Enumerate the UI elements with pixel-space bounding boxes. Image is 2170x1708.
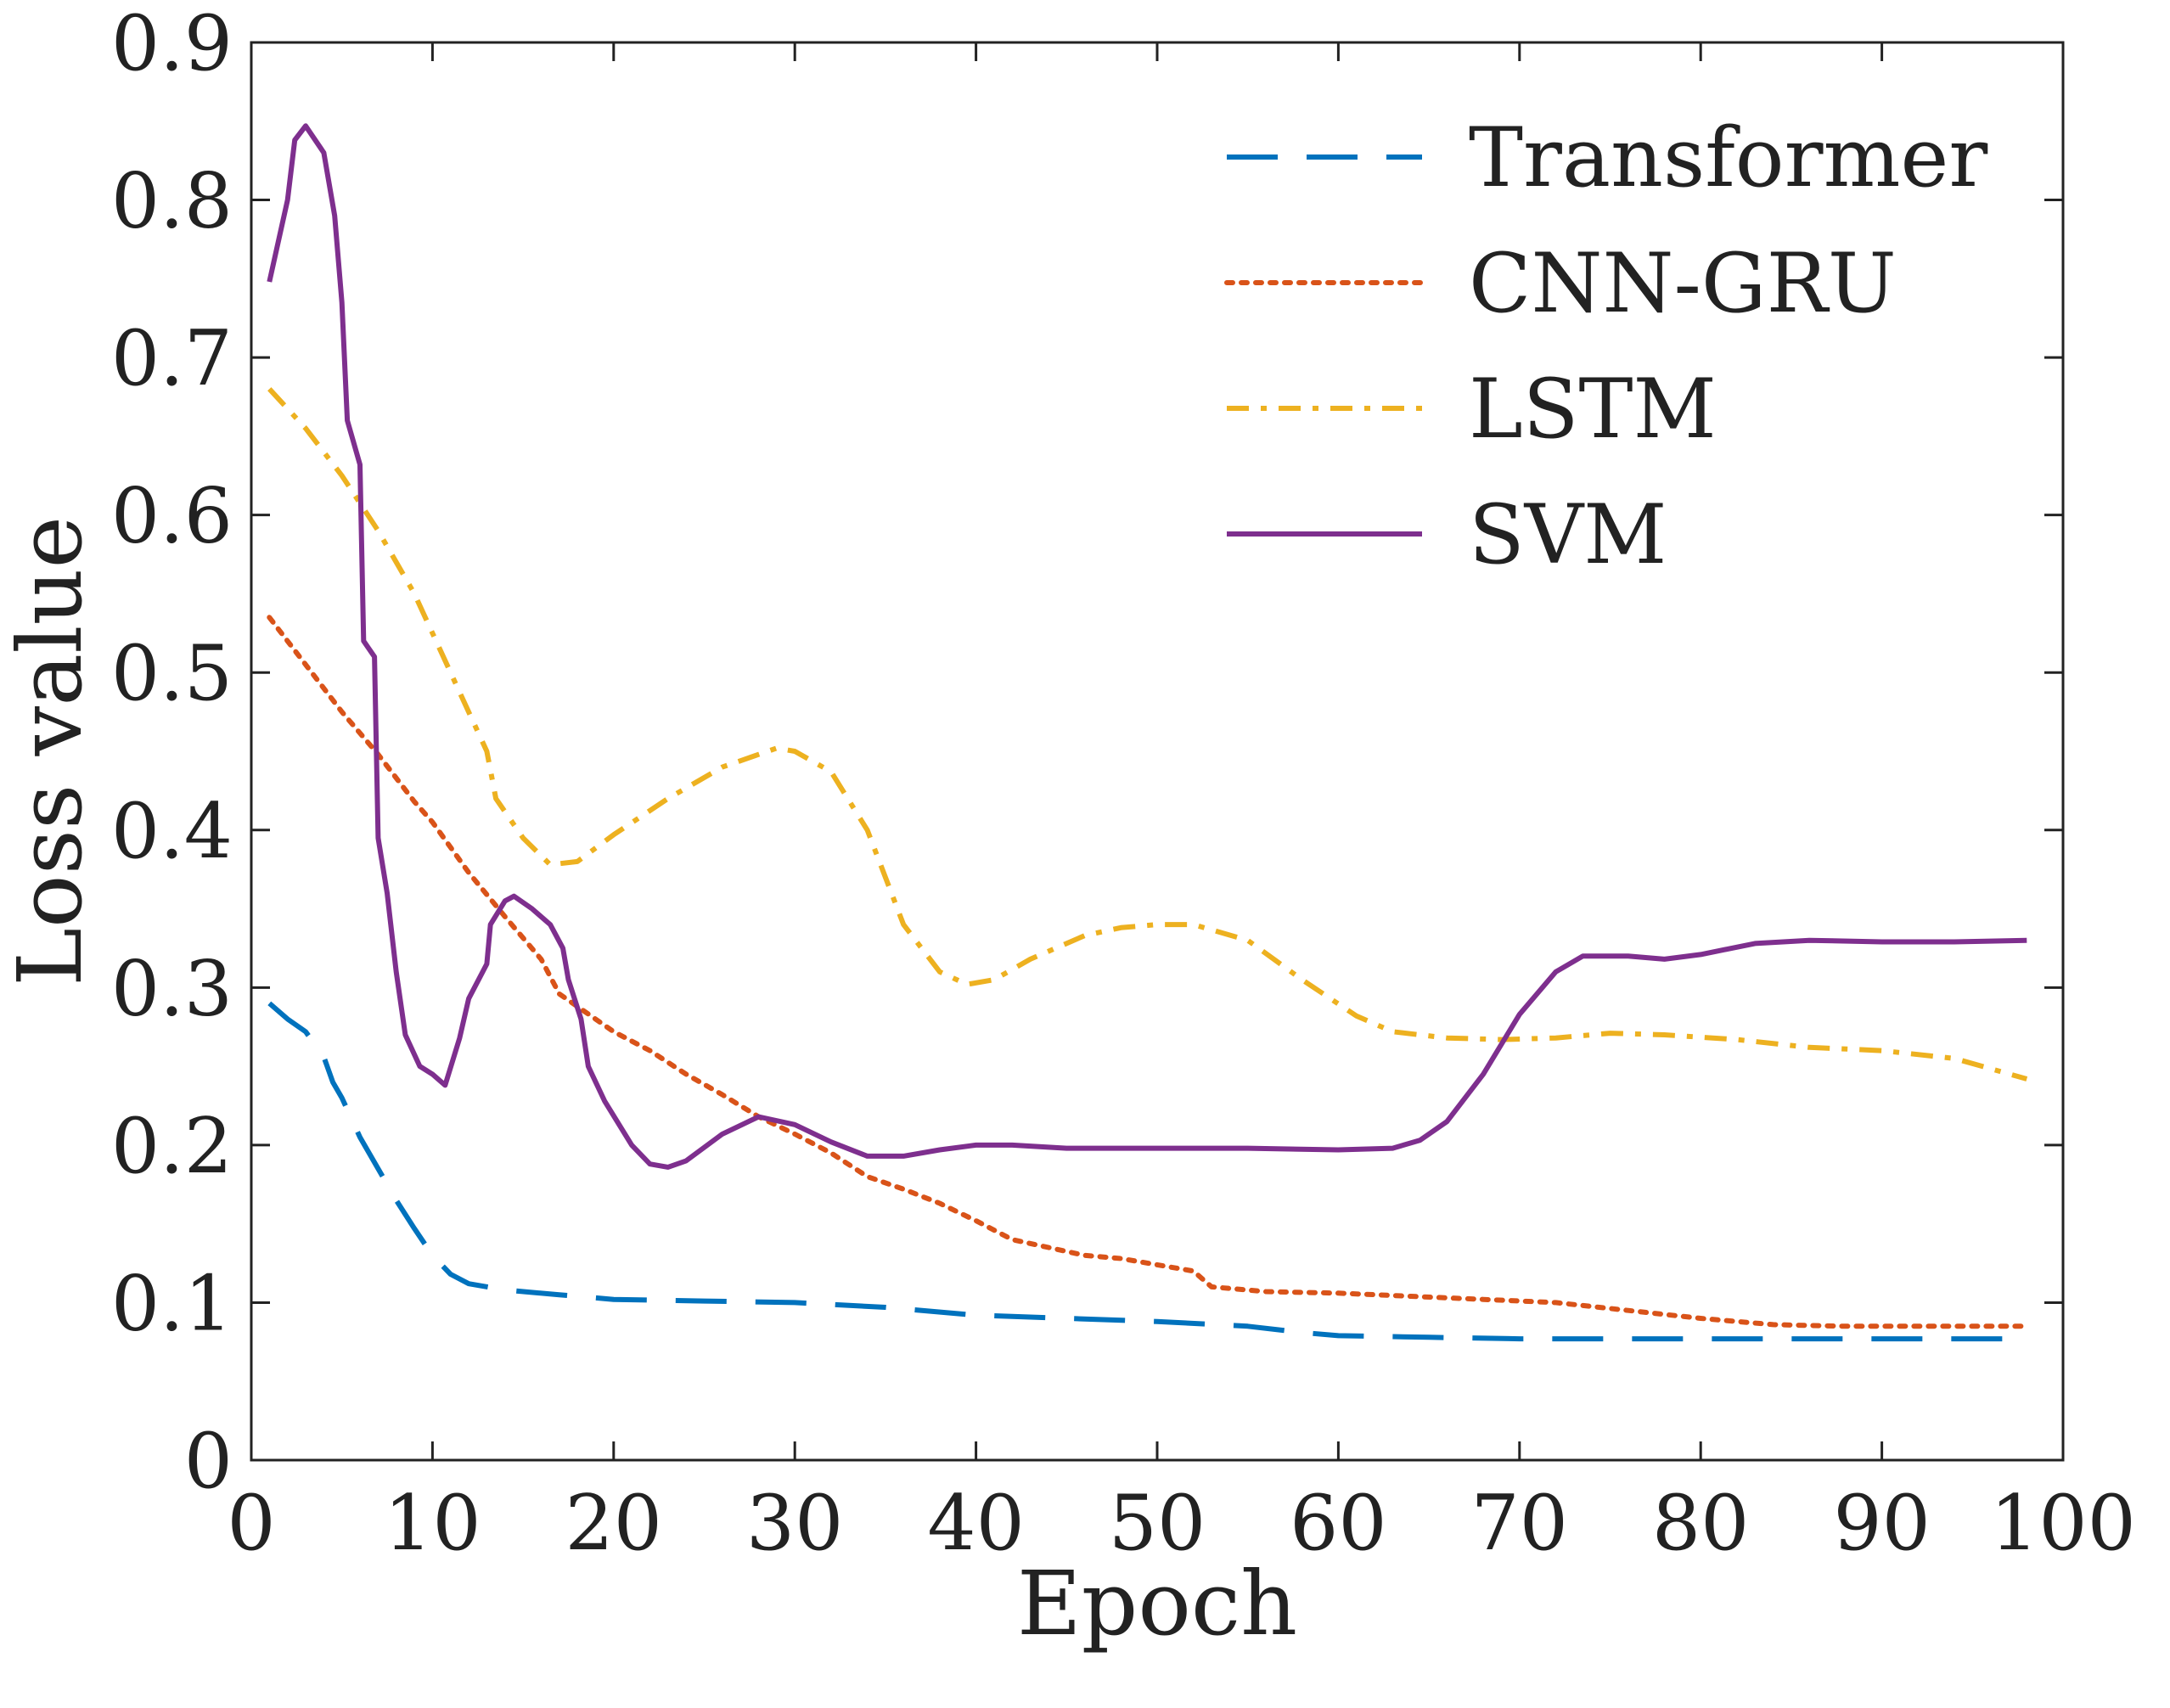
series-line-transformer bbox=[267, 1001, 2027, 1342]
x-tick-label: 80 bbox=[1652, 1479, 1750, 1568]
series-line-cnn-gru bbox=[267, 615, 2030, 1329]
y-tick-label: 0.3 bbox=[111, 944, 233, 1033]
y-tick-label: 0.6 bbox=[111, 472, 233, 561]
y-tick-label: 0.8 bbox=[111, 157, 233, 246]
legend-label: LSTM bbox=[1469, 362, 1717, 457]
x-tick-label: 90 bbox=[1833, 1479, 1931, 1568]
y-tick-label: 0.5 bbox=[111, 629, 233, 718]
y-axis-label: Loss value bbox=[0, 516, 102, 986]
x-tick-label: 10 bbox=[384, 1479, 481, 1568]
legend-label: Transformer bbox=[1469, 110, 1987, 205]
x-tick-label: 60 bbox=[1290, 1479, 1387, 1568]
y-tick-label: 0.4 bbox=[111, 787, 233, 876]
y-tick-label: 0.7 bbox=[111, 314, 233, 403]
series-line-svm bbox=[267, 123, 2027, 1170]
y-tick-label: 0 bbox=[184, 1417, 233, 1506]
y-axis-ticks: 0 0.1 0.2 0.3 0.4 0.5 0.6 0.7 0.8 0.9 bbox=[111, 0, 2063, 1506]
legend-label: CNN-GRU bbox=[1469, 236, 1897, 331]
x-tick-label: 50 bbox=[1109, 1479, 1206, 1568]
x-tick-label: 0 bbox=[227, 1479, 275, 1568]
x-tick-label: 40 bbox=[927, 1479, 1025, 1568]
y-tick-label: 0.1 bbox=[111, 1259, 233, 1348]
x-axis-label: Epoch bbox=[1017, 1552, 1297, 1655]
x-axis-ticks: 0 10 20 30 40 50 60 70 80 90 100 bbox=[227, 42, 2136, 1568]
legend-label: SVM bbox=[1469, 487, 1667, 582]
x-tick-label: 100 bbox=[1990, 1479, 2136, 1568]
x-tick-label: 70 bbox=[1471, 1479, 1569, 1568]
series-line-lstm bbox=[267, 387, 2028, 1082]
y-tick-label: 0.9 bbox=[111, 0, 233, 88]
plot-lines bbox=[267, 123, 2030, 1342]
y-tick-label: 0.2 bbox=[111, 1102, 233, 1191]
x-tick-label: 30 bbox=[746, 1479, 844, 1568]
legend: Transformer CNN-GRU LSTM SVM bbox=[1224, 110, 1987, 582]
x-tick-label: 20 bbox=[565, 1479, 663, 1568]
